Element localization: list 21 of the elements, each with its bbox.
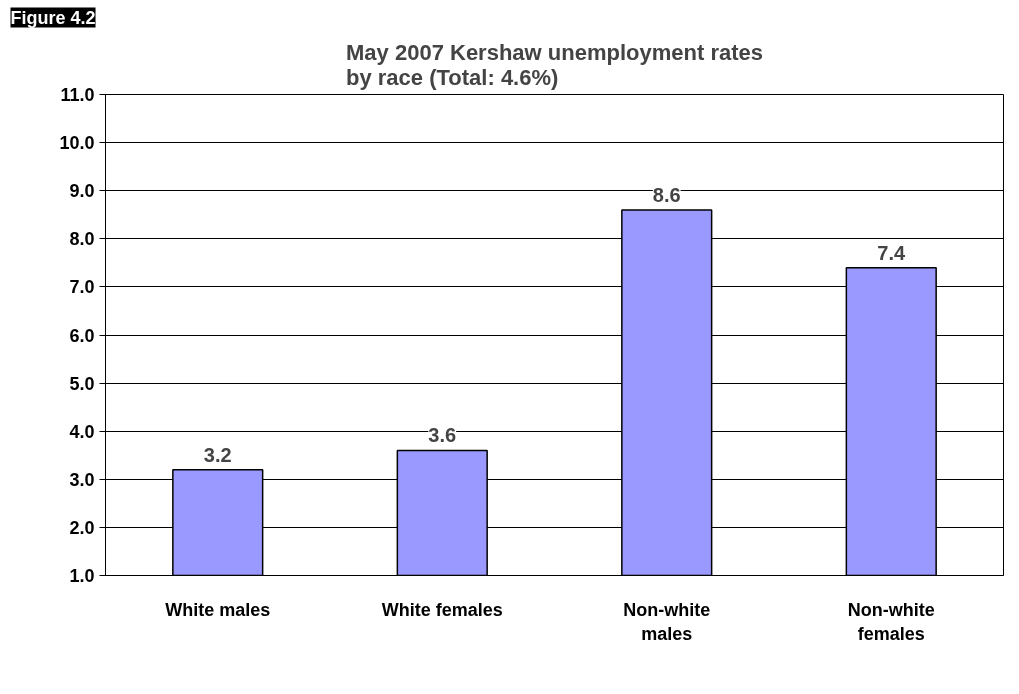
y-tick-label: 4.0: [69, 421, 95, 442]
y-tick-label: 1.0: [69, 566, 95, 586]
y-tick-label: 8.0: [69, 229, 95, 250]
y-tick-label: 10.0: [59, 133, 95, 154]
y-tick-label: 9.0: [69, 181, 95, 202]
data-label: 3.2: [203, 443, 232, 466]
data-label: 8.6: [652, 183, 681, 206]
y-tick-label: 11.0: [60, 85, 95, 105]
data-label: 7.4: [877, 241, 907, 264]
y-tick-label: 2.0: [69, 517, 95, 538]
y-tick-label: 6.0: [69, 325, 95, 346]
caption: Figure 4.2: [10, 7, 96, 28]
data-label: 3.6: [428, 424, 457, 447]
y-tick-label: 5.0: [69, 373, 95, 394]
y-tick-label: 7.0: [69, 277, 95, 298]
y-tick-label: 3.0: [69, 469, 95, 490]
x-tick-label: White males: [165, 599, 271, 620]
x-tick-label: Non-white females: [847, 599, 935, 644]
x-tick-label: White females: [381, 599, 503, 620]
x-tick-label: Non-white males: [623, 599, 711, 644]
chart-title: May 2007 Kershaw unemployment rates by race (Total: 4.6%): [346, 39, 763, 90]
